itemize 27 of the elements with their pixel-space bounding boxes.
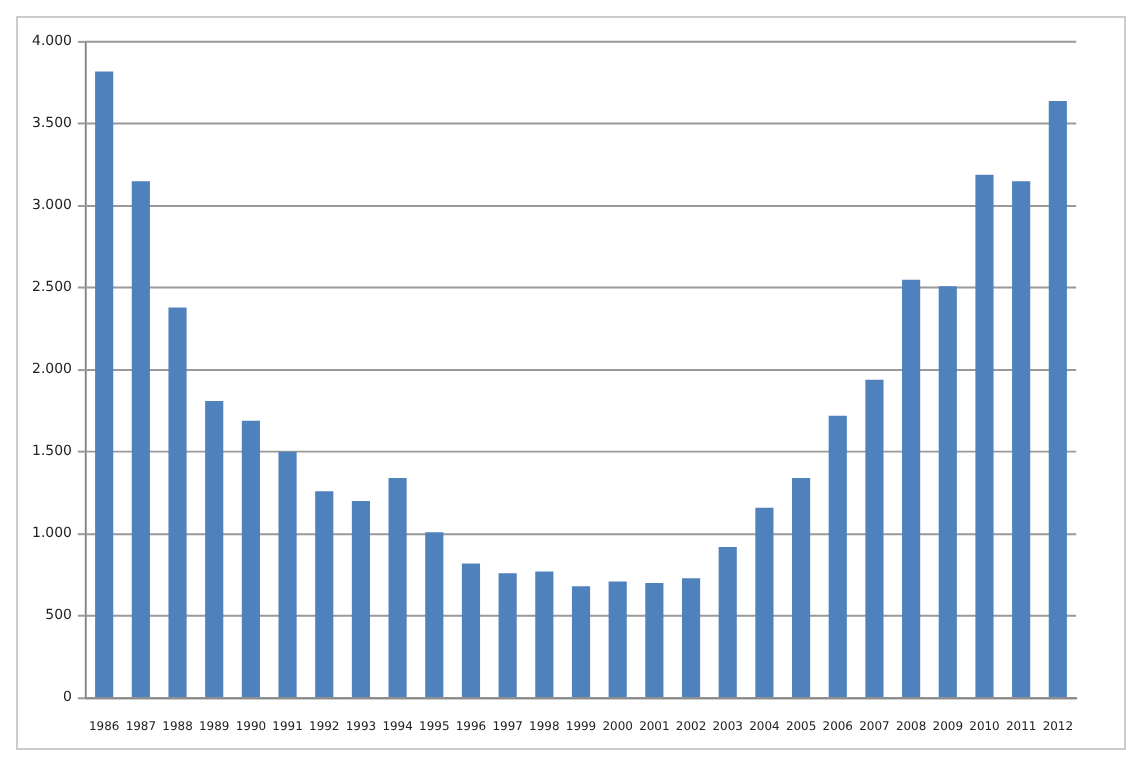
bar — [645, 583, 664, 697]
bar — [315, 491, 334, 697]
bar — [571, 586, 591, 697]
bar — [131, 181, 150, 697]
bar — [681, 578, 701, 697]
bar — [865, 379, 884, 697]
bar — [718, 546, 737, 697]
bar — [1012, 181, 1031, 697]
bar — [95, 71, 114, 697]
bar — [425, 532, 444, 697]
bar — [278, 451, 297, 697]
bar — [351, 501, 371, 697]
bar — [498, 573, 517, 697]
bar — [1048, 100, 1067, 697]
bar — [461, 563, 481, 697]
bar — [828, 415, 847, 697]
bar — [975, 174, 994, 697]
bar — [608, 581, 627, 697]
bar — [755, 507, 774, 697]
bar — [205, 401, 224, 697]
bar — [168, 307, 187, 697]
bar — [938, 286, 957, 697]
bar — [535, 571, 554, 697]
bar — [388, 478, 407, 697]
bar — [241, 420, 260, 697]
bar — [792, 478, 811, 697]
bar — [902, 279, 921, 697]
